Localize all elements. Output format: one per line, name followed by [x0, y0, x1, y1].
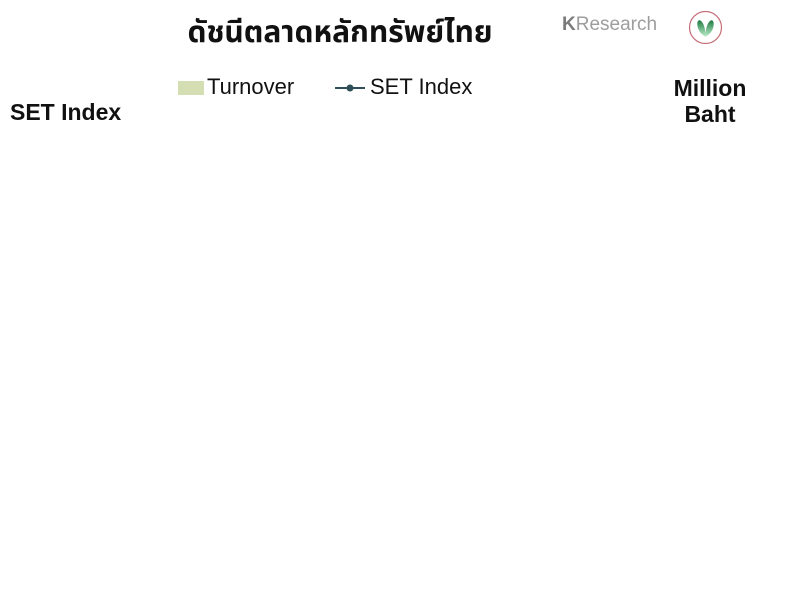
- svg-text:Turnover: Turnover: [207, 74, 294, 99]
- svg-text:SET Index: SET Index: [370, 74, 472, 99]
- svg-text:KResearch: KResearch: [562, 14, 657, 35]
- svg-text:Million: Million: [674, 75, 747, 101]
- svg-text:Baht: Baht: [684, 101, 735, 127]
- svg-text:ดัชนีตลาดหลักทรัพย์ไทย: ดัชนีตลาดหลักทรัพย์ไทย: [187, 10, 492, 56]
- svg-text:SET Index: SET Index: [10, 99, 121, 125]
